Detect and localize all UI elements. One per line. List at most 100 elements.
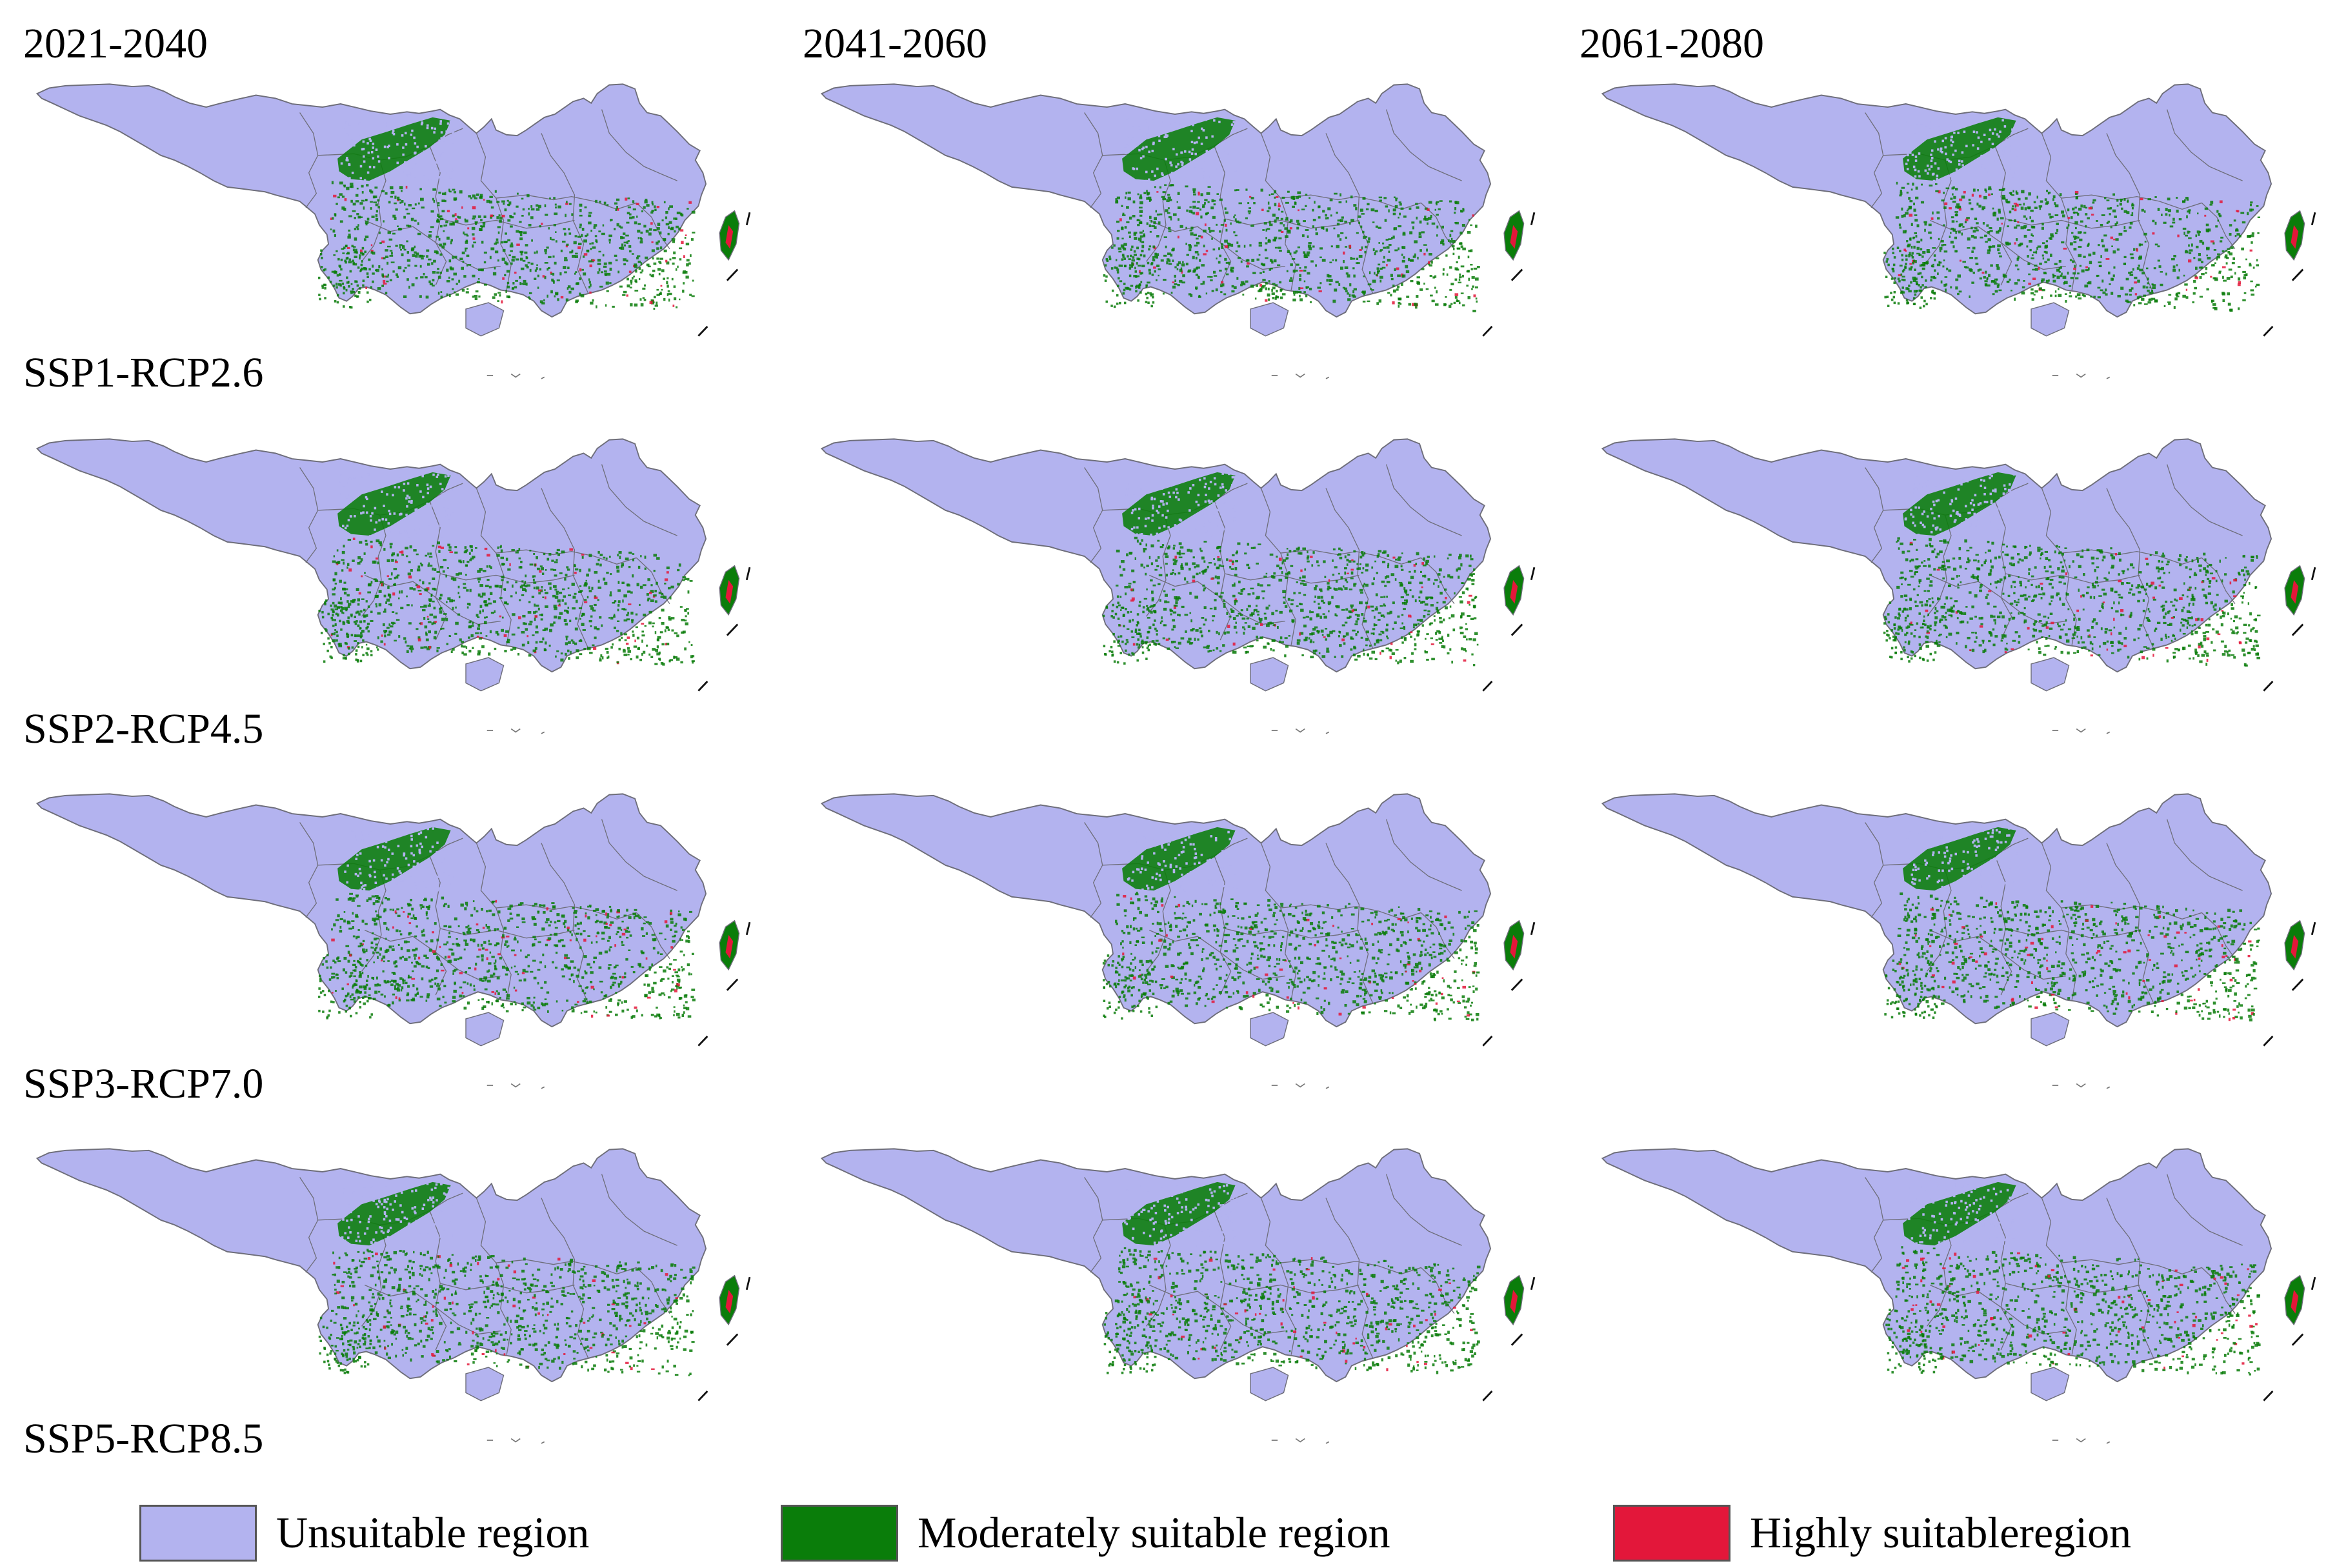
region-landmass: [1601, 438, 2272, 673]
taiwan-high-suitability: [1510, 1289, 1518, 1314]
province-border: [2201, 202, 2236, 250]
taiwan-high-suitability: [725, 1289, 734, 1314]
province-border: [1084, 822, 1103, 918]
south-sea-islands: [1271, 728, 1330, 734]
province-border: [2061, 904, 2202, 920]
nine-dash-line: [1482, 1276, 1536, 1402]
province-border: [1148, 219, 1221, 243]
province-border: [476, 133, 512, 290]
province-border: [2061, 1259, 2202, 1274]
southern-suitable-speckle: [318, 1249, 696, 1376]
sichuan-basin-suitable-area: [1122, 1181, 1239, 1248]
region-landmass: [1601, 83, 2272, 318]
taiwan-high-suitability: [2291, 1289, 2299, 1314]
southern-suitable-speckle: [1883, 181, 2260, 312]
scenario-label-ssp1-rcp26: SSP1-RCP2.6: [23, 349, 264, 396]
nine-dash-line: [1482, 212, 1536, 337]
province-border: [435, 1307, 501, 1335]
china-suitability-map: [820, 83, 1536, 379]
province-border: [496, 904, 637, 920]
nine-dash-line: [697, 1276, 751, 1402]
province-border: [2106, 488, 2154, 648]
region-landmass: [35, 1148, 707, 1383]
province-border: [1260, 133, 1296, 290]
southern-suitable-speckle: [1103, 184, 1480, 312]
china-suitability-map: [1601, 438, 2316, 734]
sichuan-basin-suitable-area: [1903, 117, 2018, 183]
period-label-2021-2040: 2021-2040: [23, 20, 208, 67]
province-border: [2106, 843, 2154, 1003]
legend-label-unsuitable: Unsuitable region: [276, 1508, 590, 1557]
region-landmass: [820, 83, 1492, 318]
south-sea-islands: [1271, 1438, 1330, 1444]
province-border: [1148, 574, 1221, 598]
province-border: [2061, 194, 2202, 210]
province-border: [601, 109, 677, 181]
province-border: [1146, 514, 1171, 617]
southern-suitable-speckle: [1103, 1247, 1481, 1374]
province-border: [2166, 1174, 2243, 1246]
south-sea-islands: [486, 373, 545, 379]
province-border: [1927, 869, 1952, 972]
province-border: [1385, 109, 1462, 181]
taiwan-high-suitability: [725, 225, 734, 249]
scenario-label-ssp3-rcp70: SSP3-RCP7.0: [23, 1060, 264, 1107]
province-border: [2166, 819, 2243, 891]
legend-label-moderate: Moderately suitable region: [918, 1508, 1390, 1557]
china-suitability-map: [35, 83, 751, 379]
province-border: [496, 549, 637, 565]
taiwan-high-suitability: [2291, 934, 2299, 959]
province-border: [2166, 464, 2243, 536]
map-panel-ssp3-rcp7-0-2061-2080: [1578, 772, 2333, 1120]
hainan-island: [2031, 1012, 2070, 1047]
province-border: [2005, 573, 2140, 584]
province-border: [1927, 1224, 1952, 1327]
sichuan-basin-suitable-area: [1122, 117, 1238, 183]
hainan-island: [2031, 1367, 2070, 1402]
province-border: [601, 1174, 677, 1246]
province-border: [440, 1283, 575, 1294]
province-border: [1148, 1284, 1221, 1308]
map-panel-ssp3-rcp7-0-2041-2060: [797, 772, 1552, 1120]
china-suitability-map: [35, 793, 751, 1089]
province-border: [364, 929, 436, 953]
sichuan-basin-suitable-area: [1903, 827, 2019, 893]
province-border: [1385, 464, 1462, 536]
province-border: [2005, 1283, 2140, 1294]
province-border: [1280, 549, 1421, 565]
china-suitability-map: [1601, 1148, 2316, 1444]
south-sea-islands: [1271, 1083, 1330, 1089]
taiwan-high-suitability: [1510, 225, 1518, 249]
province-border: [1929, 929, 2001, 953]
sichuan-basin-suitable-area: [1122, 827, 1238, 892]
legend-swatch-moderate: [781, 1505, 898, 1562]
province-border: [1385, 819, 1462, 891]
south-sea-islands: [486, 1438, 545, 1444]
map-panel-ssp5-rcp8-5-2061-2080: [1578, 1127, 2333, 1475]
taiwan-high-suitability: [1510, 934, 1518, 959]
map-panel-ssp5-rcp8-5-2041-2060: [797, 1127, 1552, 1475]
taiwan-high-suitability: [725, 934, 734, 959]
province-border: [1260, 1198, 1296, 1355]
province-border: [476, 488, 512, 645]
province-border: [2106, 133, 2154, 294]
legend-swatch-high: [1613, 1505, 1730, 1562]
southern-suitable-speckle: [318, 538, 695, 666]
province-border: [440, 218, 575, 229]
china-suitability-map: [820, 438, 1536, 734]
province-border: [1929, 574, 2001, 598]
nine-dash-line: [697, 567, 751, 692]
province-border: [1385, 1174, 1462, 1246]
hainan-island: [1250, 1367, 1289, 1402]
province-border: [361, 514, 386, 617]
province-border: [299, 1177, 319, 1273]
province-border: [1146, 159, 1171, 262]
region-landmass: [35, 793, 707, 1028]
map-panel-ssp1-rcp2-6-2041-2060: [797, 62, 1552, 410]
province-border: [2000, 242, 2066, 270]
province-borders: [1084, 1174, 1462, 1358]
province-border: [1084, 1177, 1103, 1273]
map-panel-ssp2-rcp4-5-2021-2040: [13, 417, 768, 765]
southern-suitable-speckle: [1102, 891, 1480, 1021]
hainan-island: [465, 1367, 505, 1402]
